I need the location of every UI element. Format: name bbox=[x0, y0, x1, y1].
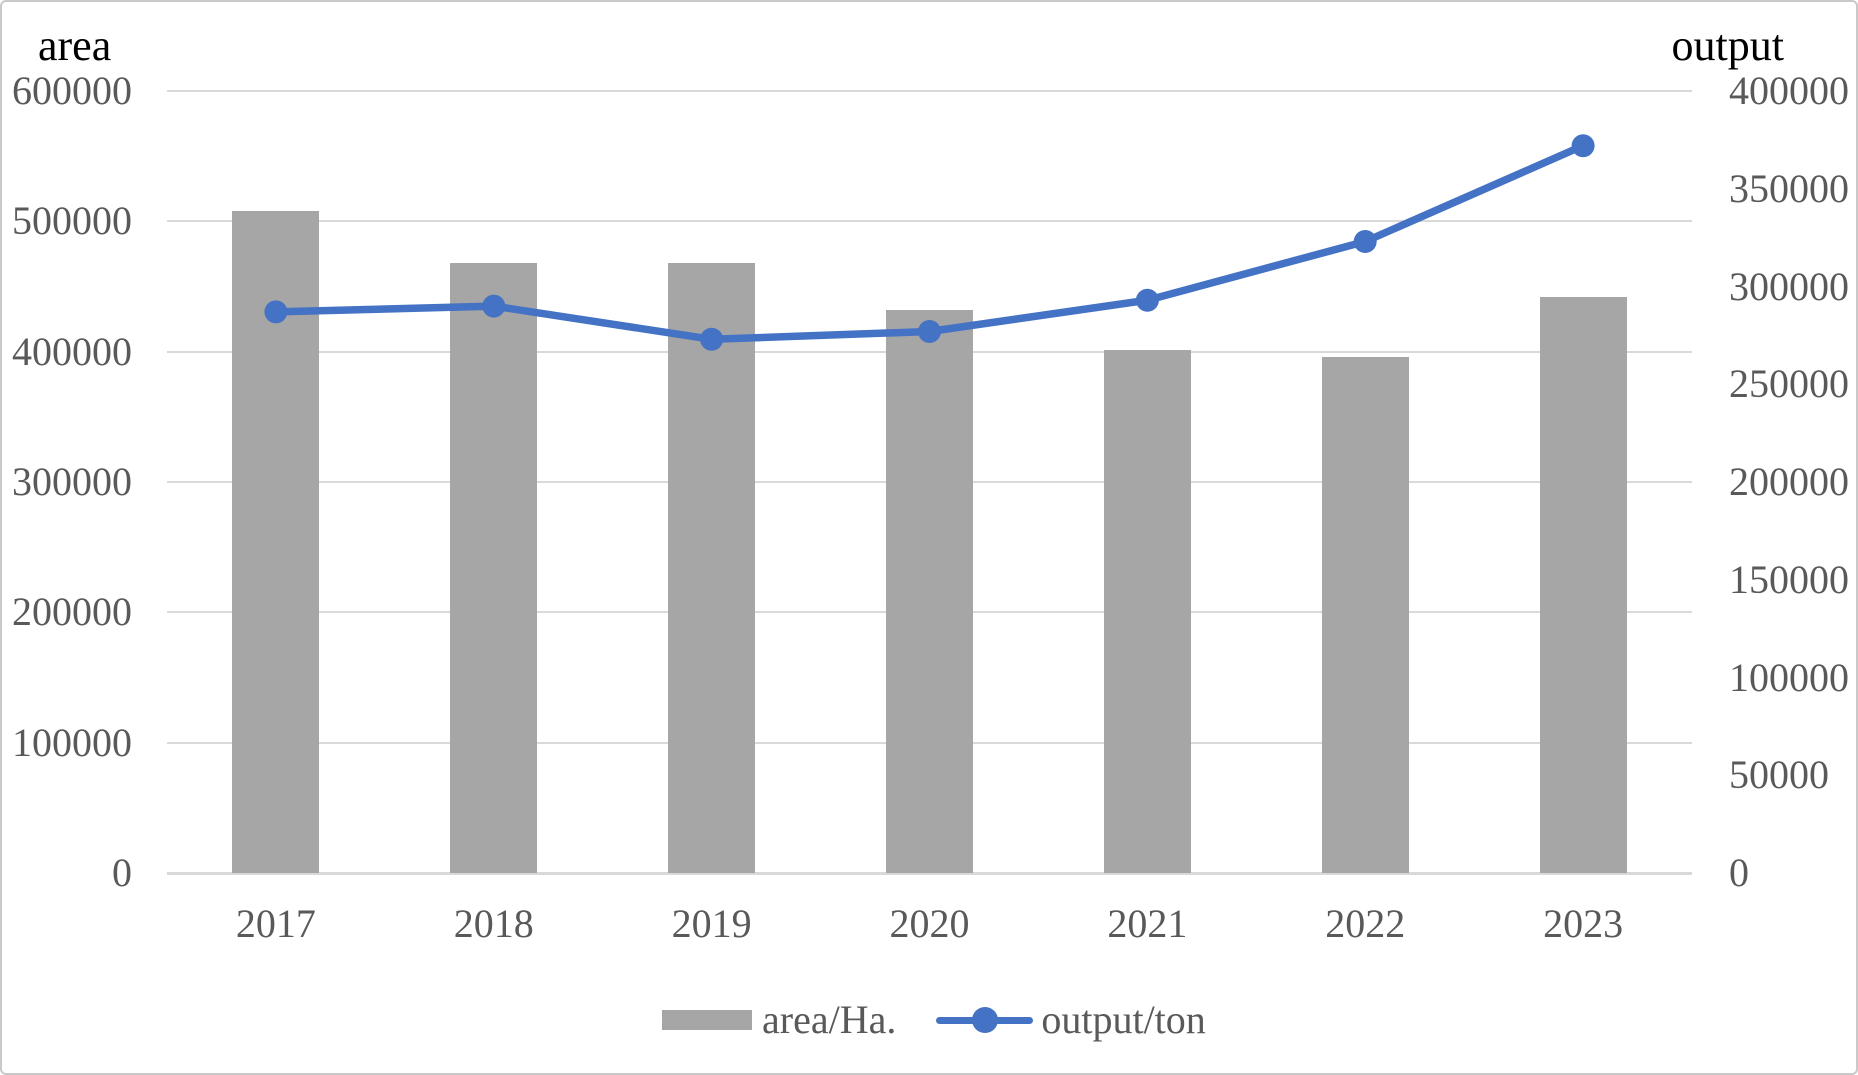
x-axis-label-2018: 2018 bbox=[453, 901, 534, 946]
right-axis-tick-label: 200000 bbox=[1729, 459, 1849, 504]
line-marker-2022 bbox=[1353, 230, 1377, 253]
left-axis-tick-label: 100000 bbox=[12, 719, 132, 765]
left-axis-tick-label: 0 bbox=[112, 850, 132, 895]
x-axis-label-2020: 2020 bbox=[889, 901, 970, 946]
legend-line-marker-icon bbox=[936, 1006, 1034, 1034]
x-axis-label-2022: 2022 bbox=[1325, 901, 1406, 946]
bar-2018 bbox=[450, 263, 538, 873]
left-axis-tick-label: 300000 bbox=[12, 459, 132, 504]
line-marker-2021 bbox=[1135, 288, 1159, 312]
bar-2021 bbox=[1103, 350, 1191, 873]
left-axis-tick-label: 500000 bbox=[12, 198, 132, 244]
line-marker-2023 bbox=[1571, 134, 1595, 158]
right-axis-tick-label: 250000 bbox=[1729, 361, 1849, 407]
left-axis-tick-label: 400000 bbox=[12, 328, 132, 374]
legend: area/Ha. output/ton bbox=[662, 998, 1206, 1042]
left-axis-tick-label: 600000 bbox=[12, 68, 132, 113]
bar-2023 bbox=[1539, 296, 1627, 873]
right-axis-tick-label: 350000 bbox=[1729, 165, 1849, 211]
x-axis-label-2017: 2017 bbox=[235, 901, 316, 946]
right-axis-tick-label: 0 bbox=[1729, 850, 1749, 895]
right-axis-tick-label: 300000 bbox=[1729, 263, 1849, 309]
right-axis-tick-label: 400000 bbox=[1729, 68, 1849, 113]
gridline bbox=[167, 220, 1692, 223]
legend-label-area: area/Ha. bbox=[762, 997, 897, 1042]
right-axis-tick-label: 150000 bbox=[1729, 556, 1849, 602]
legend-label-output: output/ton bbox=[1041, 997, 1206, 1042]
x-axis-label-2019: 2019 bbox=[671, 901, 752, 946]
legend-line-dot bbox=[972, 1007, 999, 1033]
x-axis-line bbox=[167, 872, 1692, 875]
right-axis-tick-label: 50000 bbox=[1729, 752, 1829, 798]
right-axis-tick-label: 100000 bbox=[1729, 654, 1849, 700]
x-axis-label-2021: 2021 bbox=[1107, 901, 1188, 946]
bar-2020 bbox=[886, 309, 973, 873]
legend-bar-swatch-icon bbox=[662, 1010, 752, 1030]
x-axis-label-2023: 2023 bbox=[1543, 901, 1624, 946]
right-axis-title: output bbox=[1671, 21, 1784, 70]
bar-2017 bbox=[232, 210, 320, 873]
left-axis-title: area bbox=[38, 21, 112, 70]
bar-2019 bbox=[668, 263, 756, 873]
gridline bbox=[167, 90, 1692, 92]
bar-2022 bbox=[1321, 356, 1409, 873]
left-axis-tick-label: 200000 bbox=[12, 589, 132, 635]
